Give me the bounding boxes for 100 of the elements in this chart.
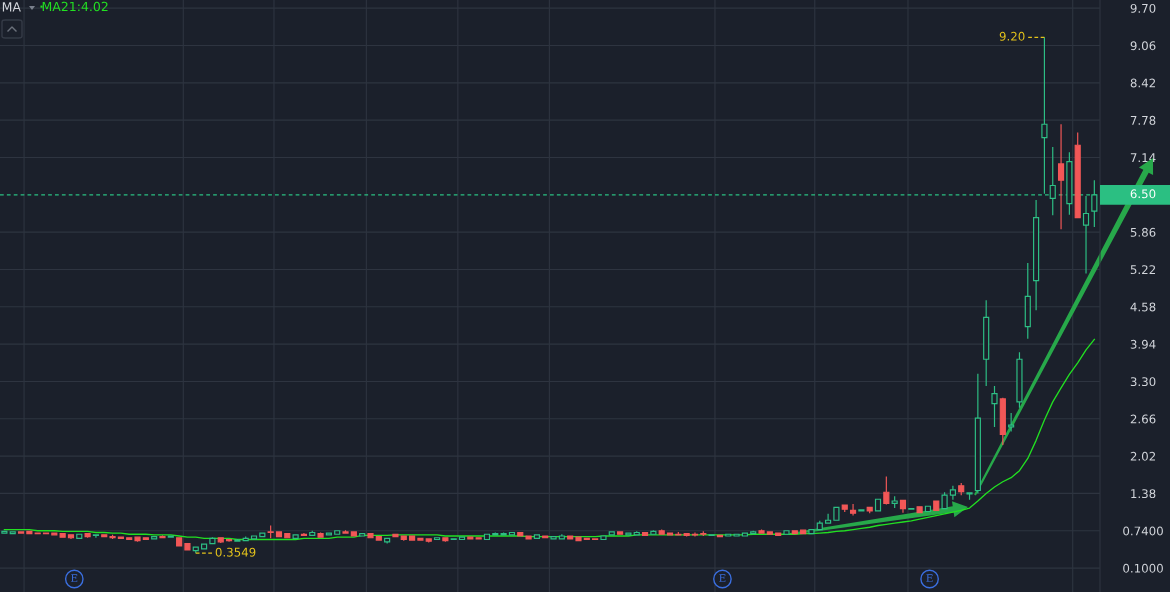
candlestick [858,508,865,513]
candlestick [350,530,357,538]
candlestick [849,503,857,517]
candlestick [325,531,332,537]
candlestick [167,534,174,539]
candlestick [899,499,907,514]
candlestick [17,530,25,535]
candlestick [666,531,674,537]
candlestick [442,536,449,543]
candlestick [550,535,557,541]
candlestick [433,536,441,541]
candlestick [874,498,882,513]
candlestick [425,537,432,544]
candlestick [816,520,823,531]
candlestick [974,373,981,495]
candlestick [991,385,998,428]
candlestick [608,530,615,537]
candlestick [691,531,699,538]
y-tick-label: 0.1000 [1123,563,1163,573]
candlestick [450,537,457,541]
candlestick [84,532,91,539]
candlestick [275,530,283,538]
candlestick [600,534,607,541]
candlestick [234,538,241,543]
candlestick [500,531,507,537]
candlestick [966,491,973,501]
candlestick [284,532,291,539]
y-tick-label: 9.06 [1130,41,1156,51]
candlestick [409,534,416,542]
candlestick [783,529,790,536]
annotation: E [719,574,726,582]
candlestick [883,475,890,506]
candlestick [592,537,599,541]
y-tick-label: 1.38 [1131,489,1156,499]
y-tick-label: 4.58 [1130,302,1156,312]
candlestick [941,491,948,510]
candlestick [1024,262,1031,340]
candlestick [775,531,782,537]
candlestick [908,507,915,511]
candlestick [958,482,965,496]
candlestick [92,533,100,539]
candlestick [209,536,216,545]
candlestick [916,505,923,514]
candlestick [9,530,16,535]
y-tick-label: 7.14 [1130,153,1156,162]
y-tick-label: 3.94 [1130,339,1156,349]
candlestick [126,536,133,541]
y-tick-label: 7.78 [1130,115,1156,125]
legend-label: MA21:4.02 [42,1,108,12]
candlestick [159,534,166,539]
line-series [3,338,1095,541]
candlestick [134,536,141,543]
candlestick [109,534,116,540]
candlestick [317,531,324,539]
candlestick [101,533,108,538]
candlestick [184,542,191,552]
candlestick [933,499,940,512]
candlestick [999,397,1006,446]
annotation: MA [2,2,21,12]
y-tick-label: 2.02 [1130,451,1156,461]
candlestick [259,531,266,538]
candlestick [808,528,815,535]
candlestick [841,503,848,513]
candlestick [292,533,299,540]
y-tick-label: 8.42 [1130,78,1156,88]
candlestick [42,531,50,535]
candlestick [475,536,482,541]
candlestick [517,531,524,538]
candlestick [525,534,532,541]
candlestick [334,529,341,536]
candlestick [891,495,898,509]
y-tick-label: 0.7400 [1123,526,1163,536]
candlestick [533,533,540,540]
candlestick [833,506,840,522]
candlestick [575,536,582,542]
candlestick [558,533,565,541]
candlestick [51,531,58,536]
candlestick [983,299,990,387]
candlestick [733,533,740,538]
candlestick [1057,123,1065,230]
candlestick [825,513,832,525]
candlestick [76,533,83,539]
candlestick [225,538,233,543]
candlestick [384,537,391,545]
candlestick [192,545,199,554]
y-tick-label: 3.30 [1130,377,1156,387]
candlestick [1,530,8,535]
candlestick [300,532,308,537]
candlestick [866,506,873,514]
candlestick [67,533,75,540]
annotation: 0.3549 [215,547,256,557]
candlestick [392,533,399,538]
candlestick [625,531,632,537]
candlestick [741,531,748,538]
y-tick-label: 5.86 [1130,227,1156,237]
candlestick [34,531,41,535]
candlestick [467,536,474,541]
candlestick [700,530,707,537]
candlestick [1033,199,1040,311]
annotation: E [71,574,78,582]
